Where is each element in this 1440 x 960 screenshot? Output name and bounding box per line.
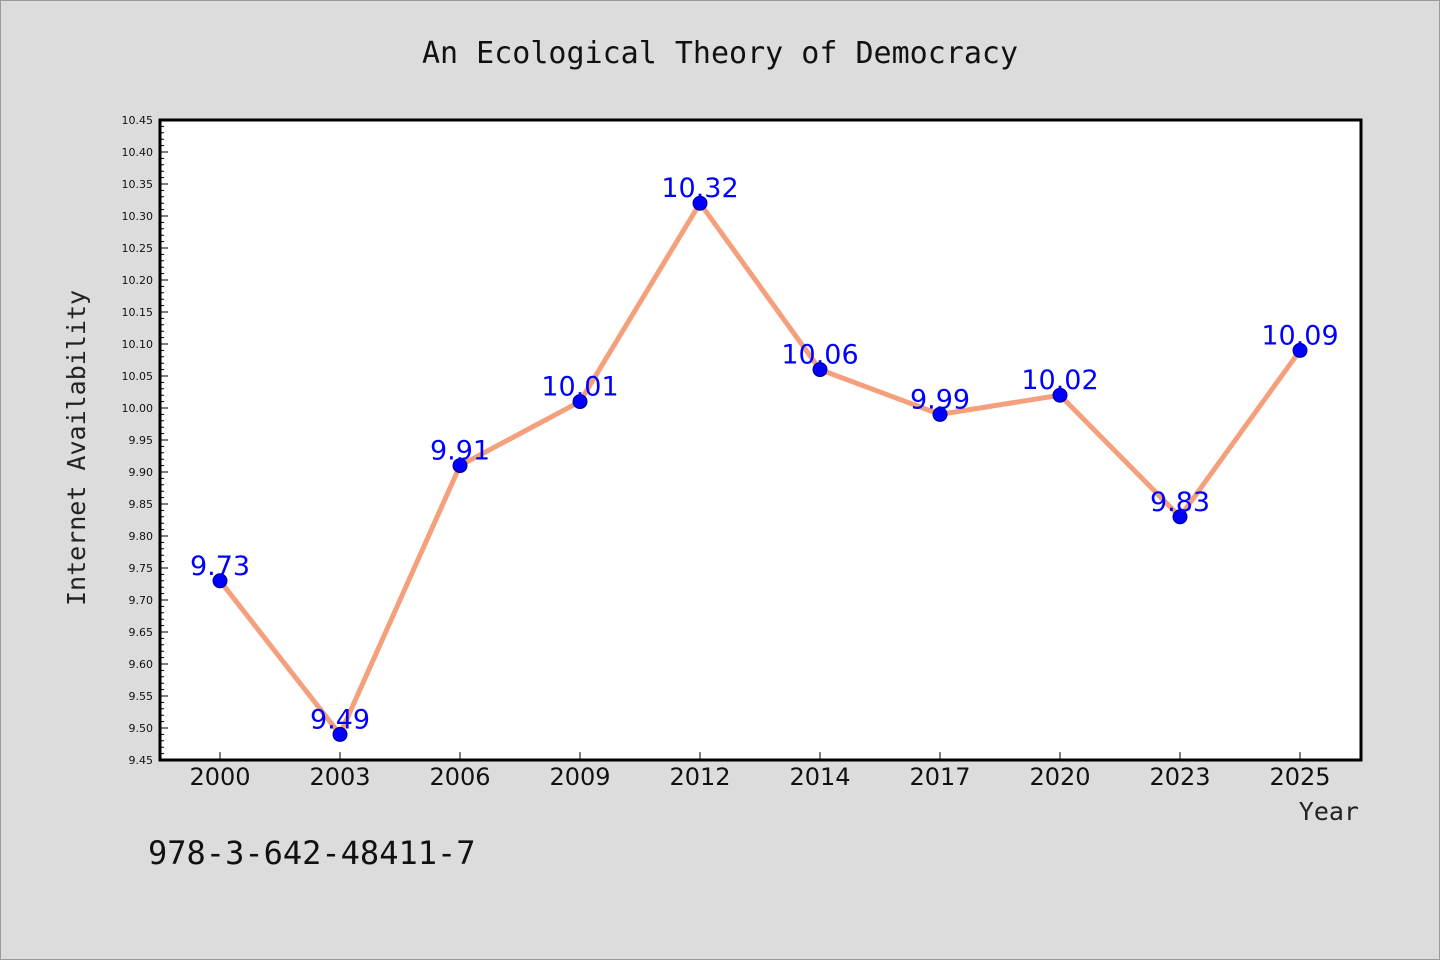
x-axis-label: Year bbox=[1299, 797, 1359, 826]
y-tick-label: 9.80 bbox=[129, 530, 154, 543]
x-tick-label: 2023 bbox=[1149, 763, 1210, 791]
data-label: 9.83 bbox=[1150, 487, 1210, 518]
x-tick-label: 2017 bbox=[909, 763, 970, 791]
chart-title: An Ecological Theory of Democracy bbox=[422, 36, 1018, 71]
data-point bbox=[1172, 509, 1188, 525]
data-label: 9.91 bbox=[430, 436, 490, 467]
x-tick-label: 2014 bbox=[789, 763, 850, 791]
data-point bbox=[452, 458, 468, 474]
y-tick-label: 9.85 bbox=[129, 498, 154, 511]
y-axis-label: Internet Availability bbox=[62, 290, 91, 606]
y-tick-label: 10.00 bbox=[122, 402, 154, 415]
data-label: 10.02 bbox=[1021, 365, 1098, 396]
y-tick-label: 10.45 bbox=[122, 114, 154, 127]
data-point bbox=[332, 726, 348, 742]
data-point bbox=[932, 406, 948, 422]
y-tick-label: 9.95 bbox=[129, 434, 154, 447]
x-tick-label: 2006 bbox=[429, 763, 490, 791]
y-tick-label: 9.65 bbox=[129, 626, 154, 639]
data-point bbox=[1052, 387, 1068, 403]
y-tick-label: 10.20 bbox=[122, 274, 154, 287]
x-tick-label: 2009 bbox=[549, 763, 610, 791]
data-point bbox=[1292, 342, 1308, 358]
x-tick-label: 2025 bbox=[1269, 763, 1330, 791]
isbn-footer: 978-3-642-48411-7 bbox=[148, 834, 476, 872]
y-tick-label: 9.70 bbox=[129, 594, 154, 607]
data-label: 9.73 bbox=[190, 551, 250, 582]
data-point bbox=[572, 394, 588, 410]
y-tick-label: 9.75 bbox=[129, 562, 154, 575]
data-label: 9.99 bbox=[910, 384, 970, 415]
y-tick-label: 10.30 bbox=[122, 210, 154, 223]
data-label: 10.06 bbox=[781, 340, 858, 371]
y-tick-label: 10.15 bbox=[122, 306, 154, 319]
y-tick-label: 10.35 bbox=[122, 178, 154, 191]
data-label: 10.01 bbox=[541, 372, 618, 403]
y-tick-label: 9.50 bbox=[129, 722, 154, 735]
series-line bbox=[218, 200, 1303, 737]
x-tick-label: 2020 bbox=[1029, 763, 1090, 791]
y-tick-label: 10.10 bbox=[122, 338, 154, 351]
y-axis-ticks: 9.45 9.50 9.55 9.60 9.65 9.70 9.75 9.80 9.85 9.90… bbox=[122, 114, 168, 767]
y-tick-label: 9.45 bbox=[129, 754, 154, 767]
data-point bbox=[692, 195, 708, 211]
series-group: 9.73 9.49 9.91 10.01 10.32 10.06 9.99 10.02 9.83… bbox=[190, 173, 1339, 742]
data-label: 9.49 bbox=[310, 704, 370, 735]
x-tick-label: 2000 bbox=[189, 763, 250, 791]
y-tick-label: 10.40 bbox=[122, 146, 154, 159]
x-tick-label: 2003 bbox=[309, 763, 370, 791]
y-tick-label: 9.55 bbox=[129, 690, 154, 703]
data-label: 10.32 bbox=[661, 173, 738, 204]
plot-area bbox=[158, 118, 1363, 762]
y-tick-label: 10.05 bbox=[122, 370, 154, 383]
y-tick-label: 9.90 bbox=[129, 466, 154, 479]
x-axis-ticks: 2000 2003 2006 2009 2012 2014 2017 2020 2023 2025 bbox=[189, 752, 1331, 791]
data-point bbox=[212, 573, 228, 589]
x-tick-label: 2012 bbox=[669, 763, 730, 791]
y-tick-label: 9.60 bbox=[129, 658, 154, 671]
data-label: 10.09 bbox=[1261, 320, 1338, 351]
data-point bbox=[812, 362, 828, 378]
y-tick-label: 10.25 bbox=[122, 242, 154, 255]
